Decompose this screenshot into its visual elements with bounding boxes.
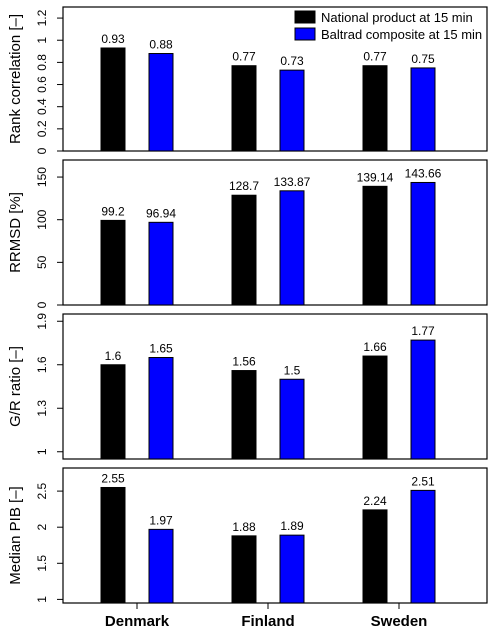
legend-swatch	[294, 27, 316, 41]
y-tick-label: 0	[35, 301, 49, 308]
y-tick-label: 1	[35, 448, 49, 455]
x-tick-label: Denmark	[105, 613, 170, 630]
data-label: 1.97	[149, 513, 173, 527]
y-tick-label: 0.2	[35, 120, 49, 137]
bar	[148, 221, 174, 306]
data-label: 1.56	[232, 355, 256, 369]
bar	[362, 185, 388, 306]
bar	[231, 370, 257, 460]
legend-swatch	[294, 10, 316, 24]
y-tick-label: 1.5	[35, 555, 49, 572]
bar	[148, 528, 174, 604]
y-tick-label: 100	[35, 209, 49, 229]
y-tick-label: 1	[35, 596, 49, 603]
y-tick-label: 0	[35, 147, 49, 154]
data-label: 0.77	[363, 50, 387, 64]
data-label: 0.75	[411, 52, 435, 66]
bar	[279, 378, 305, 460]
data-label: 1.88	[232, 520, 256, 534]
y-tick-label: 1.6	[35, 356, 49, 373]
data-label: 139.14	[357, 170, 394, 184]
x-tick-label: Sweden	[371, 613, 428, 630]
bar	[410, 489, 436, 604]
bar	[279, 190, 305, 306]
bar	[362, 65, 388, 152]
y-tick-label: 1.9	[35, 313, 49, 330]
bar	[279, 69, 305, 152]
y-axis-label: Median PIB [–]	[7, 486, 24, 584]
y-tick-label: 2	[35, 524, 49, 531]
legend-label: National product at 15 min	[321, 10, 473, 25]
data-label: 143.66	[405, 166, 442, 180]
y-axis-label: G/R ratio [–]	[7, 346, 24, 427]
panel-frame	[62, 159, 488, 306]
y-tick-label: 50	[35, 255, 49, 269]
y-axis-label: RRMSD [%]	[7, 192, 24, 273]
bar	[100, 364, 126, 460]
y-tick-label: 0.6	[35, 76, 49, 93]
panel-frame	[62, 6, 488, 152]
legend-label: Baltrad composite at 15 min	[321, 27, 482, 42]
y-tick-label: 1	[35, 37, 49, 44]
y-tick-label: 1.2	[35, 9, 49, 26]
bar	[100, 486, 126, 604]
data-label: 133.87	[274, 175, 311, 189]
y-tick-label: 2.5	[35, 482, 49, 499]
data-label: 1.5	[284, 363, 301, 377]
y-axis-label: Rank correlation [–]	[7, 14, 24, 144]
bar	[100, 219, 126, 306]
bar	[279, 534, 305, 604]
y-tick-label: 1.3	[35, 400, 49, 417]
y-tick-label: 0.4	[35, 98, 49, 115]
y-tick-label: 150	[35, 167, 49, 187]
data-label: 2.51	[411, 474, 435, 488]
data-label: 0.77	[232, 50, 256, 64]
bar	[148, 53, 174, 152]
panel-frame	[62, 313, 488, 460]
bar	[410, 181, 436, 306]
bar	[362, 355, 388, 460]
data-label: 1.77	[411, 324, 435, 338]
data-label: 128.7	[229, 179, 259, 193]
data-label: 96.94	[146, 206, 176, 220]
data-label: 2.24	[363, 494, 387, 508]
bar	[231, 535, 257, 604]
legend-box	[293, 9, 485, 45]
data-label: 1.6	[105, 349, 122, 363]
data-label: 1.65	[149, 342, 173, 356]
bar	[410, 339, 436, 460]
bar	[362, 509, 388, 604]
y-tick-label: 0.8	[35, 54, 49, 71]
bar	[100, 47, 126, 152]
bar	[231, 65, 257, 152]
data-label: 1.89	[280, 519, 304, 533]
x-tick-label: Finland	[241, 613, 294, 630]
data-label: 0.88	[149, 38, 173, 52]
data-label: 99.2	[101, 204, 125, 218]
bar	[148, 357, 174, 460]
data-label: 0.93	[101, 32, 125, 46]
data-label: 0.73	[280, 54, 304, 68]
bar	[231, 194, 257, 306]
bar	[410, 67, 436, 152]
data-label: 1.66	[363, 340, 387, 354]
data-label: 2.55	[101, 471, 125, 485]
panel-frame	[62, 467, 488, 604]
